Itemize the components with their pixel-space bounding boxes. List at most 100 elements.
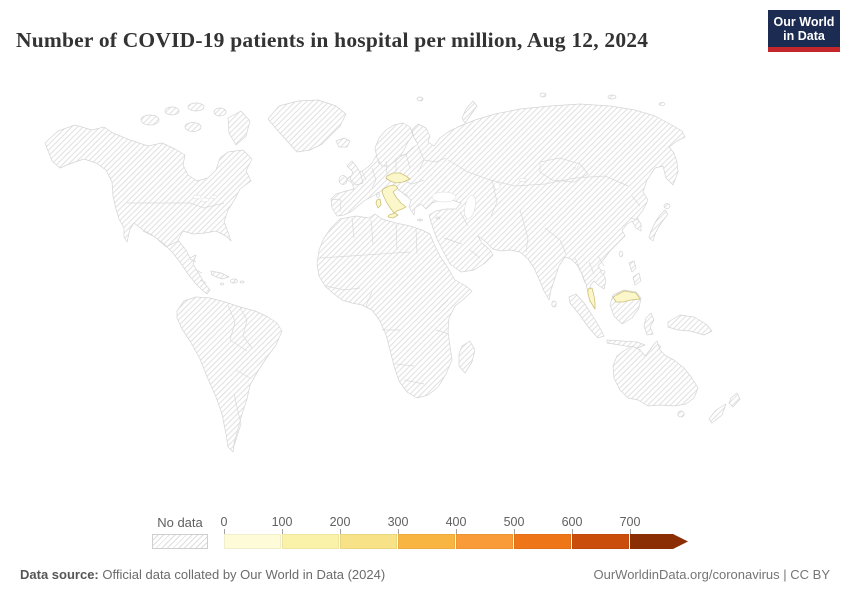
country-borders bbox=[127, 145, 641, 447]
legend-tick-label: 400 bbox=[445, 515, 467, 529]
lake-baikal bbox=[574, 162, 580, 170]
lake-balkhash bbox=[518, 178, 528, 182]
data-source-text: Official data collated by Our World in D… bbox=[102, 567, 386, 582]
legend-tick-mark bbox=[282, 529, 283, 534]
no-data-landmasses[interactable] bbox=[44, 92, 741, 453]
region-ireland[interactable] bbox=[338, 175, 348, 185]
legend-tick-label: 700 bbox=[619, 515, 641, 529]
region-jamaica[interactable] bbox=[220, 282, 224, 286]
region-north-america[interactable] bbox=[44, 124, 253, 295]
region-australia[interactable] bbox=[612, 340, 699, 407]
region-severnaya-zemlya[interactable] bbox=[539, 92, 547, 98]
region-south-america[interactable] bbox=[176, 296, 283, 453]
footer-link[interactable]: OurWorldinData.org/coronavirus | CC BY bbox=[593, 567, 830, 582]
legend-tick-label: 300 bbox=[387, 515, 409, 529]
region-cyprus[interactable] bbox=[435, 216, 441, 220]
legend-no-data-label: No data bbox=[157, 515, 203, 530]
legend-bin-400[interactable] bbox=[456, 534, 513, 549]
highlighted-countries bbox=[375, 172, 641, 310]
black-sea bbox=[431, 191, 457, 203]
legend-tick-mark bbox=[630, 529, 631, 534]
region-united-kingdom[interactable] bbox=[346, 160, 364, 186]
data-source-note: Data source: Official data collated by O… bbox=[20, 567, 385, 582]
great-lake bbox=[192, 194, 202, 200]
owid-logo-line1: Our World bbox=[773, 15, 835, 29]
region-philippines[interactable] bbox=[632, 272, 642, 286]
aral-sea bbox=[493, 182, 501, 190]
great-lake bbox=[210, 194, 218, 200]
region-novaya-zemlya[interactable] bbox=[461, 100, 478, 124]
legend-tick-label: 600 bbox=[561, 515, 583, 529]
legend-bin-0[interactable] bbox=[224, 534, 281, 549]
region-sumatra[interactable] bbox=[568, 293, 605, 339]
region-greenland[interactable] bbox=[267, 99, 347, 153]
region-eurasia[interactable] bbox=[330, 103, 686, 310]
data-source-label: Data source: bbox=[20, 567, 99, 582]
legend-bin-100[interactable] bbox=[282, 534, 339, 549]
legend-bin-700[interactable] bbox=[630, 534, 688, 549]
map-legend: No data 0 100 200 300 400 500 600 700 bbox=[0, 513, 850, 557]
region-baffin-island[interactable] bbox=[227, 110, 251, 146]
region-new-guinea[interactable] bbox=[667, 314, 713, 336]
inland-water bbox=[192, 162, 580, 220]
chart-footer: Data source: Official data collated by O… bbox=[0, 567, 850, 582]
legend-bin-500[interactable] bbox=[514, 534, 571, 549]
legend-colorbar[interactable]: 0 100 200 300 400 500 600 700 bbox=[221, 515, 694, 549]
region-arctic-island[interactable] bbox=[213, 107, 227, 117]
region-new-zealand-north[interactable] bbox=[728, 392, 741, 408]
great-lake bbox=[200, 197, 210, 203]
region-japan[interactable] bbox=[648, 209, 669, 242]
map-region-czechia-slovakia[interactable] bbox=[385, 172, 411, 184]
region-hispaniola[interactable] bbox=[230, 278, 238, 284]
region-svalbard[interactable] bbox=[416, 96, 424, 102]
page-title: Number of COVID-19 patients in hospital … bbox=[16, 28, 649, 53]
region-sri-lanka[interactable] bbox=[551, 300, 557, 308]
region-arctic-island[interactable] bbox=[187, 102, 205, 112]
region-crete[interactable] bbox=[417, 218, 423, 222]
region-java[interactable] bbox=[606, 339, 646, 349]
region-taiwan[interactable] bbox=[618, 250, 624, 258]
legend-tick-label: 0 bbox=[220, 515, 228, 529]
region-puerto-rico[interactable] bbox=[239, 280, 245, 284]
region-arctic-island[interactable] bbox=[164, 106, 180, 116]
region-new-zealand-south[interactable] bbox=[708, 403, 727, 424]
region-corsica[interactable] bbox=[376, 192, 380, 198]
region-iceland[interactable] bbox=[335, 137, 351, 148]
region-hainan[interactable] bbox=[600, 269, 606, 275]
region-tasmania[interactable] bbox=[677, 410, 685, 418]
region-cuba[interactable] bbox=[210, 270, 230, 280]
legend-bin-300[interactable] bbox=[398, 534, 455, 549]
caspian-sea bbox=[464, 194, 476, 220]
legend-tick-mark bbox=[224, 529, 225, 534]
map-region-italy[interactable] bbox=[381, 184, 407, 214]
legend-no-data-swatch[interactable] bbox=[152, 534, 208, 549]
legend-tick-mark bbox=[340, 529, 341, 534]
region-philippines[interactable] bbox=[628, 260, 637, 273]
legend-bin-600[interactable] bbox=[572, 534, 629, 549]
legend-tick-mark bbox=[456, 529, 457, 534]
region-arctic-island[interactable] bbox=[140, 114, 160, 126]
legend-tick-label: 200 bbox=[329, 515, 351, 529]
legend-tick-label: 100 bbox=[271, 515, 293, 529]
region-new-siberian-islands[interactable] bbox=[607, 94, 617, 100]
region-hokkaido[interactable] bbox=[663, 203, 671, 209]
region-madagascar[interactable] bbox=[458, 340, 476, 374]
map-region-malaysia-peninsular[interactable] bbox=[587, 287, 596, 310]
legend-tick-mark bbox=[572, 529, 573, 534]
map-region-sicily[interactable] bbox=[387, 212, 399, 219]
legend-tick-mark bbox=[514, 529, 515, 534]
region-africa[interactable] bbox=[316, 213, 473, 399]
owid-logo-line2: in Data bbox=[783, 29, 825, 43]
owid-logo[interactable]: Our World in Data bbox=[768, 10, 840, 52]
region-wrangel-island[interactable] bbox=[658, 102, 666, 106]
legend-tick-label: 500 bbox=[503, 515, 525, 529]
legend-bin-200[interactable] bbox=[340, 534, 397, 549]
legend-tick-mark bbox=[398, 529, 399, 534]
region-victoria-island[interactable] bbox=[184, 122, 202, 132]
map-region-malaysia-borneo[interactable] bbox=[612, 290, 641, 303]
map-region-sardinia[interactable] bbox=[375, 198, 382, 209]
region-sulawesi[interactable] bbox=[643, 312, 655, 336]
